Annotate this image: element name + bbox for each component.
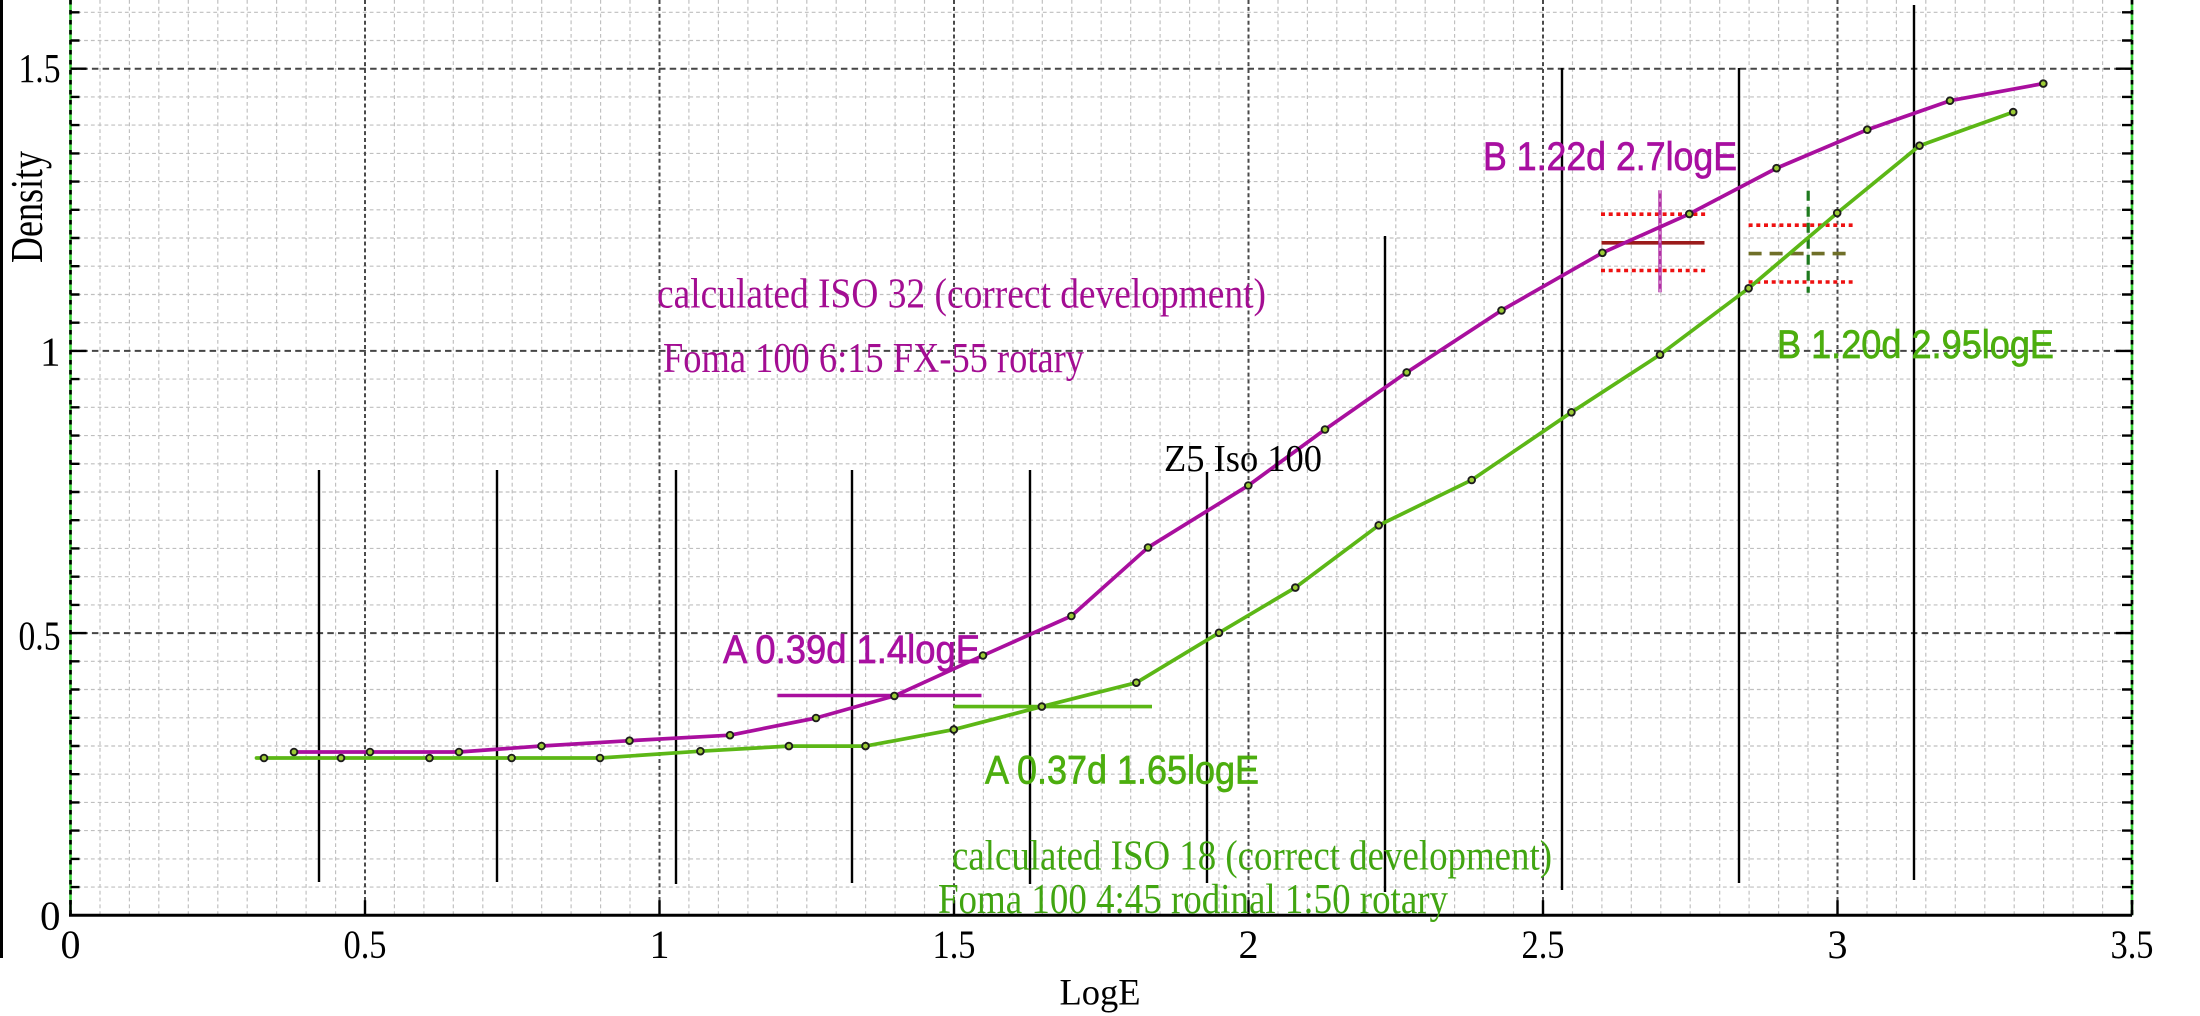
svg-text:Foma 100 6:15 FX-55 rotary: Foma 100 6:15 FX-55 rotary — [663, 336, 1084, 382]
svg-text:A 0.39d 1.4logE: A 0.39d 1.4logE — [723, 628, 980, 672]
svg-text:2.5: 2.5 — [1522, 922, 1565, 967]
svg-text:LogE: LogE — [1059, 972, 1140, 1013]
svg-text:calculated ISO 18 (correct dev: calculated ISO 18 (correct development) — [952, 833, 1552, 879]
svg-text:0.5: 0.5 — [19, 613, 61, 659]
svg-text:2: 2 — [1239, 922, 1259, 967]
svg-text:3.5: 3.5 — [2111, 922, 2154, 967]
svg-text:0.5: 0.5 — [344, 922, 387, 967]
svg-text:1: 1 — [40, 329, 61, 375]
svg-text:1.5: 1.5 — [933, 922, 976, 967]
svg-text:B 1.22d 2.7logE: B 1.22d 2.7logE — [1483, 135, 1737, 179]
svg-text:0: 0 — [40, 893, 61, 939]
svg-text:B 1.20d 2.95logE: B 1.20d 2.95logE — [1777, 323, 2054, 367]
svg-text:1: 1 — [650, 922, 670, 967]
svg-text:calculated ISO 32 (correct dev: calculated ISO 32 (correct development) — [657, 272, 1266, 318]
svg-text:A 0.37d 1.65logE: A 0.37d 1.65logE — [985, 749, 1259, 793]
svg-text:Density: Density — [2, 151, 52, 263]
svg-text:0: 0 — [61, 922, 81, 967]
svg-text:3: 3 — [1828, 922, 1848, 967]
svg-text:Z5 Iso 100: Z5 Iso 100 — [1164, 438, 1322, 480]
svg-text:Foma 100 4:45 rodinal 1:50 rot: Foma 100 4:45 rodinal 1:50 rotary — [938, 877, 1448, 923]
svg-text:1.5: 1.5 — [19, 45, 61, 91]
